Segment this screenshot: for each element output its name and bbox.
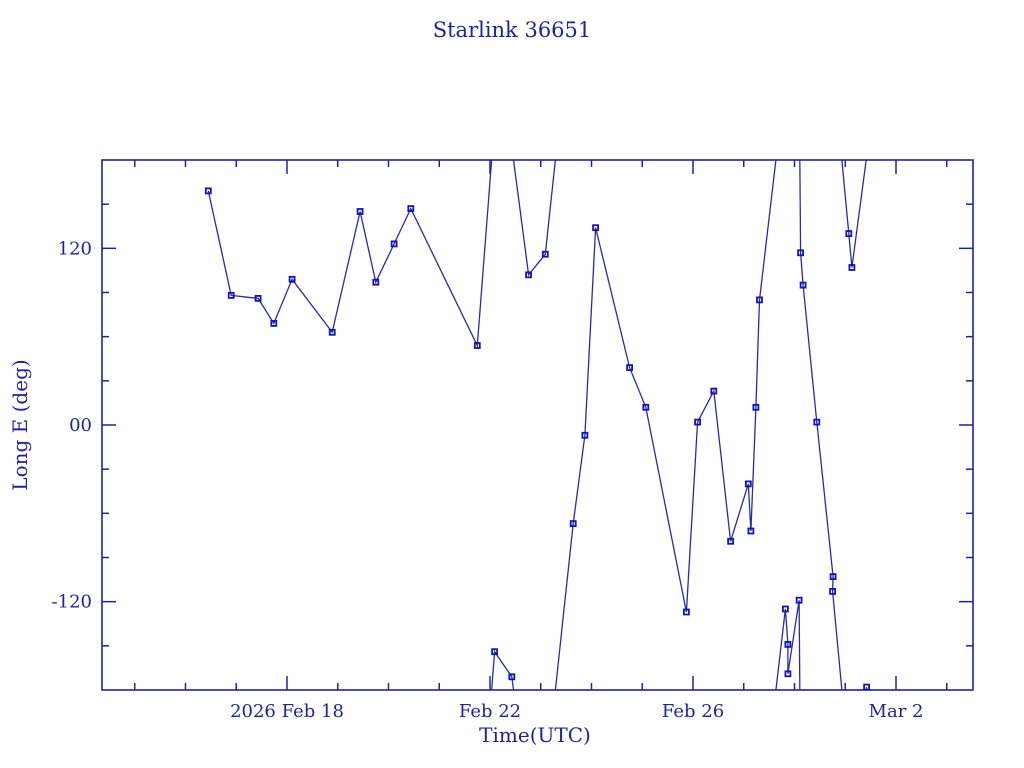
data-series xyxy=(207,160,868,690)
data-point-marker xyxy=(683,608,690,616)
data-point-marker xyxy=(784,670,792,678)
data-point-marker xyxy=(782,605,789,613)
data-point-marker xyxy=(829,588,836,595)
data-point-marker xyxy=(569,520,577,527)
data-point-marker xyxy=(254,294,262,302)
data-point-marker xyxy=(752,403,760,411)
y-tick-label: 120 xyxy=(58,238,92,259)
x-tick-label: Feb 26 xyxy=(662,701,724,722)
data-point-marker xyxy=(756,296,763,304)
data-point-marker xyxy=(356,208,364,215)
data-point-marker xyxy=(797,249,804,257)
y-axis-label: Long E (deg) xyxy=(8,359,32,490)
data-point-marker xyxy=(270,319,278,327)
data-point-marker xyxy=(525,271,532,279)
axis-tick-labels: 2026 Feb 18 Feb 22 Feb 26 Mar 2 -120 00 120 xyxy=(52,238,924,722)
data-point-marker xyxy=(204,187,212,195)
chart-title: Starlink 36651 xyxy=(433,18,592,42)
data-point-marker xyxy=(592,224,599,232)
data-point-marker xyxy=(288,275,296,283)
data-point-marker xyxy=(694,418,701,426)
data-point-marker xyxy=(227,291,235,299)
data-point-markers xyxy=(204,187,870,691)
axis-ticks xyxy=(102,160,973,690)
data-point-marker xyxy=(491,648,499,656)
data-point-marker xyxy=(829,573,837,580)
x-tick-label: Feb 22 xyxy=(459,701,521,722)
data-point-marker xyxy=(508,673,516,681)
y-tick-label: 00 xyxy=(69,415,92,436)
data-point-marker xyxy=(744,480,752,488)
data-point-marker xyxy=(747,527,755,535)
data-point-marker xyxy=(328,328,336,336)
plot-frame xyxy=(101,159,974,691)
data-point-marker xyxy=(473,342,481,349)
data-point-marker xyxy=(626,364,633,372)
data-point-marker xyxy=(642,403,650,411)
data-point-marker xyxy=(407,205,415,213)
data-point-marker xyxy=(581,431,589,439)
data-point-marker xyxy=(795,596,803,604)
data-point-marker xyxy=(863,683,870,691)
x-tick-label: 2026 Feb 18 xyxy=(230,701,344,722)
data-point-marker xyxy=(710,387,718,395)
data-point-marker xyxy=(784,641,792,648)
data-point-marker xyxy=(799,281,807,289)
data-point-marker xyxy=(390,240,398,248)
x-tick-label: Mar 2 xyxy=(869,701,924,722)
data-point-marker xyxy=(372,278,380,286)
data-point-marker xyxy=(845,230,853,238)
data-point-marker xyxy=(848,264,856,271)
data-series-line xyxy=(207,160,868,690)
data-point-marker xyxy=(727,537,734,545)
y-tick-label: -120 xyxy=(52,592,92,613)
x-axis-label: Time(UTC) xyxy=(479,723,591,747)
data-point-marker xyxy=(541,250,549,258)
data-point-marker xyxy=(813,418,821,426)
